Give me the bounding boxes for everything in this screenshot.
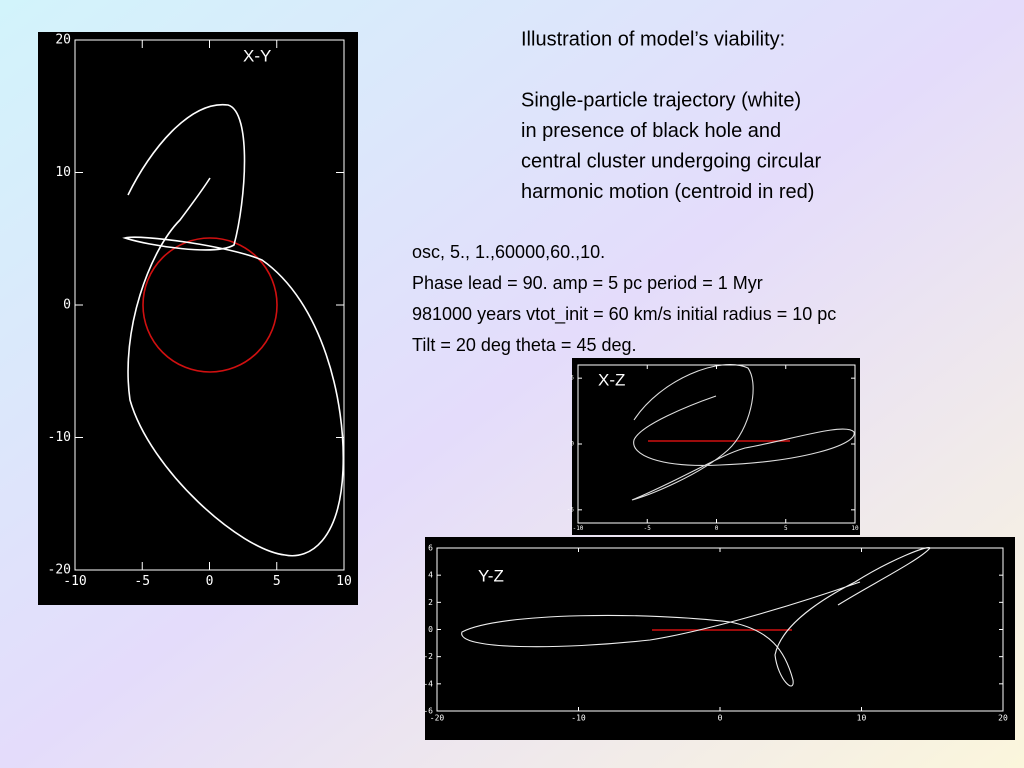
y-tick-label: 0 [63,298,71,313]
parameter-line: 981000 years vtot_init = 60 km/s initial… [412,304,836,325]
x-tick-label: 0 [206,574,214,589]
y-tick-label: 10 [55,165,71,180]
trajectory [461,547,931,687]
slide-title: Illustration of model’s viability: [521,28,785,50]
x-tick-label: -10 [571,714,586,723]
y-tick-label: 0 [570,441,574,448]
x-tick-label: -20 [430,714,445,723]
x-tick-label: 5 [273,574,281,589]
parameter-line: osc, 5., 1.,60000,60.,10. [412,242,605,262]
plot-frame [425,537,1015,740]
x-tick-label: -10 [573,525,584,532]
description-line: Single-particle trajectory (white) [521,89,801,111]
y-tick-label: -6 [423,707,433,716]
description-line: central cluster undergoing circular [521,150,821,172]
y-tick-label: -20 [48,563,71,578]
x-tick-label: 20 [998,714,1008,723]
x-tick-label: 0 [718,714,723,723]
y-tick-label: 0 [428,625,433,634]
y-tick-label: -10 [48,430,71,445]
panel-label: X-Z [598,370,625,389]
y-tick-label: -2 [423,652,433,661]
parameter-line: Tilt = 20 deg theta = 45 deg. [412,335,637,355]
description-line: harmonic motion (centroid in red) [521,181,814,203]
centroid-path [142,237,278,373]
plot-frame [572,358,860,535]
x-tick-label: -5 [644,525,652,532]
x-tick-label: 10 [336,574,352,589]
trajectories [122,103,931,687]
x-tick-label: -5 [134,574,150,589]
panel-label: Y-Z [478,566,504,585]
panel-label: X-Y [243,46,271,65]
x-tick-label: 10 [857,714,867,723]
x-tick-label: 0 [715,525,719,532]
trajectory [122,103,345,557]
x-tick-label: -10 [63,574,86,589]
trajectory [631,364,855,501]
y-tick-label: -5 [567,506,575,513]
x-tick-label: 5 [784,525,788,532]
y-tick-label: 6 [428,544,433,553]
plot-frame [38,32,358,605]
y-tick-label: 4 [428,571,433,580]
parameter-line: Phase lead = 90. amp = 5 pc period = 1 M… [412,273,763,293]
description-line: in presence of black hole and [521,120,781,142]
y-tick-label: 20 [55,33,71,48]
y-tick-label: 5 [570,375,574,382]
x-tick-label: 10 [851,525,859,532]
y-tick-label: 2 [428,598,433,607]
y-tick-label: -4 [423,679,433,688]
